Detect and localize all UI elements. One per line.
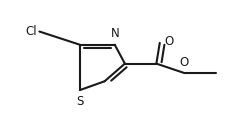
Text: S: S bbox=[76, 95, 83, 108]
Text: O: O bbox=[165, 35, 174, 48]
Text: Cl: Cl bbox=[25, 25, 37, 38]
Text: O: O bbox=[180, 56, 189, 69]
Text: N: N bbox=[110, 27, 119, 40]
